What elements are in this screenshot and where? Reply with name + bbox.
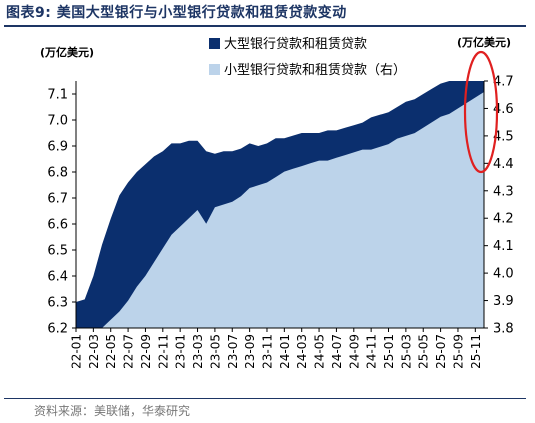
x-tick-label: 25-01 (382, 334, 396, 369)
x-tick-label: 22-01 (70, 334, 84, 369)
legend-swatch-large-bank (209, 38, 220, 49)
x-tick-label: 25-09 (452, 334, 466, 369)
x-tick-label: 23-03 (191, 334, 205, 369)
left-tick-label: 6.8 (47, 166, 68, 181)
axes (75, 81, 485, 329)
title-divider (4, 25, 526, 27)
left-tick-label: 6.3 (47, 296, 68, 311)
x-tick-label: 23-09 (243, 334, 257, 369)
right-tick-label: 3.8 (493, 322, 514, 337)
x-tick-label: 23-11 (261, 334, 275, 369)
right-axis-unit: (万亿美元) (457, 35, 511, 49)
x-tick-label: 22-11 (156, 334, 170, 369)
x-tick-label: 22-09 (139, 334, 153, 369)
x-tick-label: 24-03 (295, 334, 309, 369)
left-tick-label: 6.5 (47, 244, 68, 259)
right-y-axis-ticks: 3.8 3.9 4.0 4.1 4.2 4.3 4.4 4.5 4.6 4.7 (484, 75, 514, 337)
left-axis-unit: (万亿美元) (40, 45, 94, 59)
small-bank-area (76, 92, 484, 328)
source-divider (4, 398, 526, 399)
x-tick-label: 25-03 (399, 334, 413, 369)
legend-swatch-small-bank (209, 64, 220, 75)
legend: 大型银行贷款和租赁贷款 小型银行贷款和租赁贷款（右） (209, 37, 406, 78)
x-axis-ticks: 22-01 22-03 22-05 22-07 22-09 22-11 23-01 23-03… (70, 328, 483, 369)
figure-title: 图表9: 美国大型银行与小型银行贷款和租赁贷款变动 (6, 5, 347, 21)
right-tick-label: 4.7 (493, 75, 514, 90)
right-tick-label: 4.5 (493, 129, 514, 144)
x-tick-label: 24-07 (330, 334, 344, 369)
small-bank-area-group (76, 92, 484, 328)
chart-area: 6.2 6.3 6.4 6.5 6.6 6.7 6.8 6.9 7.0 7.1 3.8 3.9 4.0… (40, 35, 514, 369)
right-tick-label: 4.1 (493, 239, 514, 254)
left-tick-label: 6.6 (47, 218, 68, 233)
x-tick-label: 22-05 (104, 334, 118, 369)
x-tick-label: 23-05 (208, 334, 222, 369)
left-tick-label: 6.2 (47, 322, 68, 337)
left-tick-label: 7.0 (47, 114, 68, 129)
x-tick-label: 23-07 (226, 334, 240, 369)
right-tick-label: 3.9 (493, 294, 514, 309)
left-y-axis-ticks: 6.2 6.3 6.4 6.5 6.6 6.7 6.8 6.9 7.0 7.1 (47, 88, 76, 337)
right-tick-label: 4.0 (493, 267, 514, 282)
left-tick-label: 6.9 (47, 140, 68, 155)
x-tick-label: 24-01 (278, 334, 292, 369)
x-tick-label: 25-07 (434, 334, 448, 369)
x-tick-label: 24-09 (347, 334, 361, 369)
left-tick-label: 6.7 (47, 192, 68, 207)
x-tick-label: 23-01 (174, 334, 188, 369)
x-tick-label: 22-03 (87, 334, 101, 369)
x-tick-label: 25-05 (417, 334, 431, 369)
legend-label-large-bank: 大型银行贷款和租赁贷款 (224, 37, 367, 52)
annotation-ellipse (463, 50, 499, 174)
right-tick-label: 4.6 (493, 102, 514, 117)
x-tick-label: 24-05 (313, 334, 327, 369)
x-tick-label: 25-11 (469, 334, 483, 369)
right-tick-label: 4.2 (493, 212, 514, 227)
legend-label-small-bank: 小型银行贷款和租赁贷款（右） (224, 63, 406, 78)
x-tick-label: 24-11 (365, 334, 379, 369)
left-tick-label: 6.4 (47, 270, 68, 285)
right-tick-label: 4.3 (493, 184, 514, 199)
left-tick-label: 7.1 (47, 88, 68, 103)
x-tick-label: 22-07 (122, 334, 136, 369)
source-note: 资料来源：美联储，华泰研究 (34, 404, 191, 418)
right-tick-label: 4.4 (493, 157, 514, 172)
